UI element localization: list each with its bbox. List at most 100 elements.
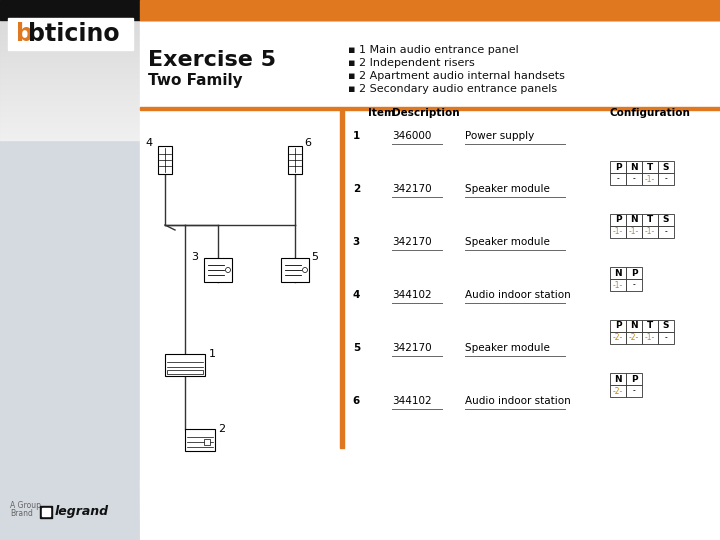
Bar <box>0 46 140 47</box>
Bar <box>140 519 720 520</box>
Bar <box>204 439 210 445</box>
Bar <box>140 494 720 495</box>
Bar <box>140 530 720 531</box>
Bar <box>0 105 140 106</box>
Bar <box>0 49 140 50</box>
Bar <box>0 16 140 17</box>
Bar <box>40 506 52 518</box>
Bar <box>0 55 140 56</box>
Bar <box>0 67 140 68</box>
Bar <box>0 75 140 76</box>
Bar <box>626 161 642 173</box>
Bar <box>140 496 720 497</box>
Bar <box>0 42 140 43</box>
Bar <box>0 73 140 74</box>
Bar <box>0 35 140 36</box>
Circle shape <box>302 267 307 273</box>
Bar <box>0 38 140 39</box>
Bar <box>140 531 720 532</box>
Bar <box>0 56 140 57</box>
Bar <box>140 509 720 510</box>
Text: N: N <box>630 321 638 330</box>
Bar <box>0 84 140 85</box>
Text: Brand: Brand <box>10 509 33 518</box>
Bar <box>0 68 140 69</box>
Bar <box>140 498 720 499</box>
Bar <box>0 52 140 53</box>
Bar <box>0 71 140 72</box>
Text: ▪ 2 Apartment audio internal handsets: ▪ 2 Apartment audio internal handsets <box>348 71 565 81</box>
Bar <box>610 279 626 291</box>
Bar <box>0 63 140 64</box>
Bar <box>140 532 720 533</box>
Bar <box>140 535 720 536</box>
Text: b: b <box>16 22 33 46</box>
Bar <box>0 1 140 2</box>
Bar <box>0 119 140 120</box>
Bar <box>0 128 140 129</box>
Text: Speaker module: Speaker module <box>465 237 550 247</box>
Text: -1-: -1- <box>629 227 639 237</box>
Bar <box>0 97 140 98</box>
Text: Two Family: Two Family <box>148 72 243 87</box>
Text: 6: 6 <box>353 396 360 406</box>
Bar <box>610 161 626 173</box>
Bar <box>0 117 140 118</box>
Text: P: P <box>631 268 637 278</box>
Text: N: N <box>630 215 638 225</box>
Text: S: S <box>662 321 670 330</box>
Bar <box>0 124 140 125</box>
Text: -: - <box>665 334 667 342</box>
Text: -2-: -2- <box>629 334 639 342</box>
Bar <box>0 82 140 83</box>
Bar <box>610 226 626 238</box>
Bar <box>0 110 140 111</box>
Bar <box>0 130 140 131</box>
Bar <box>0 103 140 104</box>
Bar <box>0 33 140 34</box>
Text: 1: 1 <box>209 349 216 359</box>
Text: N: N <box>630 163 638 172</box>
Bar <box>0 90 140 91</box>
Text: ▪ 2 Secondary audio entrance panels: ▪ 2 Secondary audio entrance panels <box>348 84 557 94</box>
Text: -1-: -1- <box>645 334 655 342</box>
Bar <box>0 37 140 38</box>
Text: T: T <box>647 321 653 330</box>
Bar <box>0 106 140 107</box>
Bar <box>0 114 140 115</box>
Text: 1: 1 <box>353 131 360 141</box>
Bar <box>140 511 720 512</box>
Bar <box>610 385 626 397</box>
Bar <box>140 483 720 484</box>
Bar <box>0 89 140 90</box>
Text: T: T <box>647 215 653 225</box>
Bar <box>8 18 133 50</box>
Bar <box>0 19 140 20</box>
Bar <box>0 79 140 80</box>
Bar <box>0 24 140 25</box>
Bar <box>0 31 140 32</box>
Bar <box>0 81 140 82</box>
Bar <box>288 146 302 174</box>
Bar <box>0 50 140 51</box>
Bar <box>0 44 140 45</box>
Bar <box>158 146 172 174</box>
Circle shape <box>225 267 230 273</box>
Text: Speaker module: Speaker module <box>465 184 550 194</box>
Bar <box>0 58 140 59</box>
Bar <box>0 76 140 77</box>
Bar <box>0 15 140 16</box>
Text: 5: 5 <box>353 343 360 353</box>
Bar <box>140 529 720 530</box>
Bar <box>658 214 674 226</box>
Text: N: N <box>614 268 622 278</box>
Text: P: P <box>631 375 637 383</box>
Bar <box>0 94 140 95</box>
Bar <box>204 258 232 282</box>
Bar <box>0 108 140 109</box>
Bar <box>0 32 140 33</box>
Bar <box>642 214 658 226</box>
Text: ▪ 2 Independent risers: ▪ 2 Independent risers <box>348 58 474 68</box>
Bar <box>0 104 140 105</box>
Bar <box>167 370 203 374</box>
